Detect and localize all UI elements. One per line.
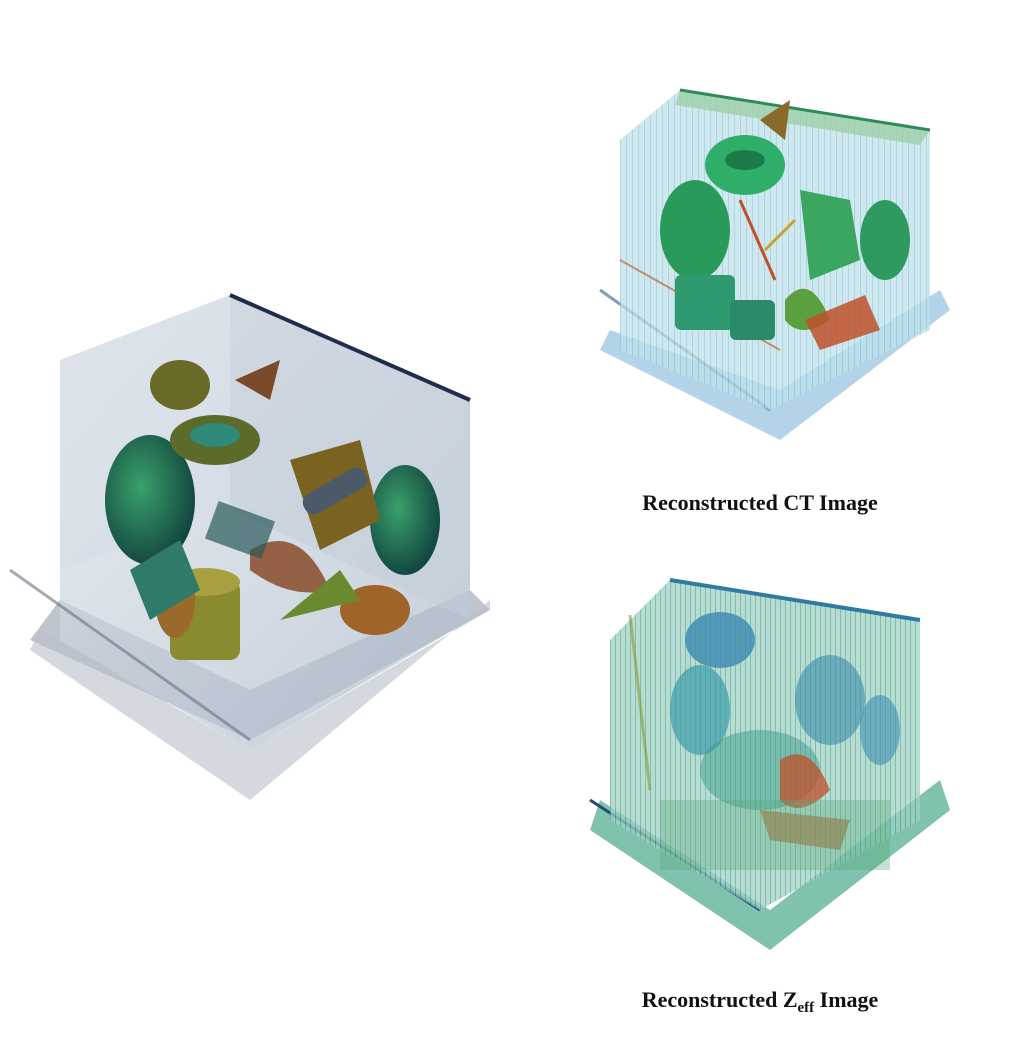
ground-truth-volume-icon: [9, 293, 490, 800]
reconstructed-ct-volume-icon: [599, 88, 950, 440]
reconstructed-ct-volume-render: [560, 50, 960, 470]
zeff-caption-suffix: Image: [814, 987, 879, 1012]
zeff-caption-prefix: Reconstructed Z: [641, 987, 798, 1012]
ct-caption: Reconstructed CT Image: [642, 490, 878, 515]
ground-truth-volume-render: [0, 270, 510, 810]
zeff-caption: Reconstructed Zeff Image: [560, 987, 960, 1017]
reconstructed-zeff-volume-icon: [589, 578, 950, 950]
reconstructed-zeff-volume-render: [560, 530, 960, 980]
zeff-caption-subscript: eff: [797, 1000, 815, 1016]
